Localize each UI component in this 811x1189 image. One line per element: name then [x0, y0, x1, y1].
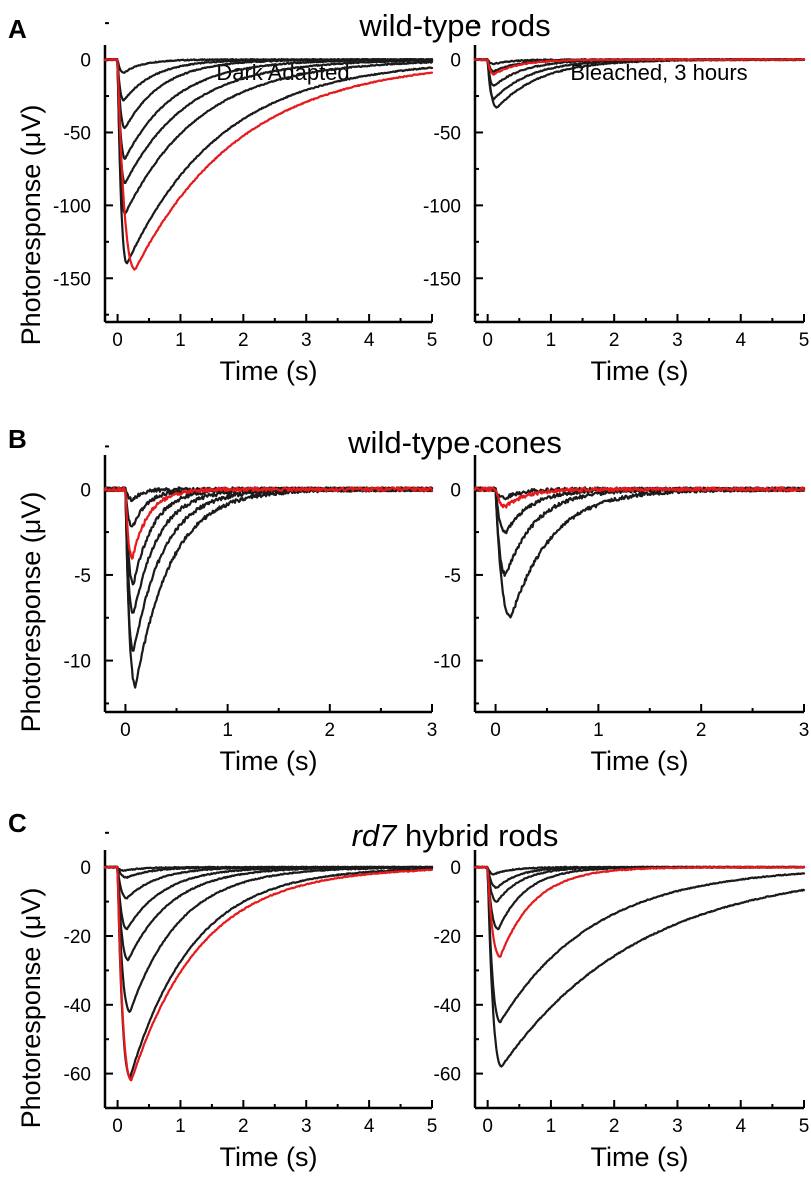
chart-1-0-x-tick-label: 1 — [222, 720, 233, 741]
chart-2-0-y-tick-label: -40 — [64, 996, 91, 1017]
row-title-a: wild-type rods — [358, 8, 550, 43]
y-axis-title-a: Photoresponse (μV) — [16, 105, 46, 346]
chart-2-0: 0 1 2 3 4 5 0 -20 -40 -60 Time (s) — [64, 831, 438, 1172]
chart-1-1-trace-4 — [473, 486, 806, 619]
panel-letter-b: B — [8, 424, 27, 454]
chart-1-1-trace-3 — [473, 486, 806, 577]
chart-1-1-x-axis-title: Time (s) — [591, 746, 689, 776]
chart-1-1-y-tick-label: -5 — [444, 566, 461, 587]
y-axis-title-c: Photoresponse (μV) — [16, 888, 46, 1129]
chart-0-0-trace-4 — [103, 57, 434, 184]
chart-0-0-trace-5 — [103, 57, 434, 215]
chart-0-0-trace-3 — [103, 58, 434, 160]
chart-2-1-x-tick-label: 0 — [482, 1116, 493, 1137]
chart-2-0-x-tick-label: 1 — [175, 1116, 186, 1137]
chart-0-0-x-tick-label: 0 — [112, 330, 123, 351]
chart-2-1-x-tick-label: 4 — [735, 1116, 746, 1137]
chart-0-1-x-tick-label: 1 — [546, 330, 557, 351]
chart-2-0-trace-6 — [103, 865, 434, 1079]
chart-2-0-x-axis-title: Time (s) — [220, 1142, 318, 1172]
chart-2-1-x-tick-label: 5 — [799, 1116, 810, 1137]
chart-1-1-x-tick-label: 2 — [696, 720, 707, 741]
chart-0-0-y-tick-label: -100 — [53, 196, 91, 217]
chart-1-0: 0 1 2 3 0 -5 -10 Time (s) — [64, 445, 438, 776]
chart-0-1-y-tick-label: 0 — [450, 51, 461, 72]
chart-0-0-trace-6 — [103, 57, 434, 265]
chart-1-0-trace-2 — [103, 486, 434, 560]
chart-0-0-trace-7 — [103, 57, 434, 271]
chart-2-0-y-tick-label: -60 — [64, 1065, 91, 1086]
panel-letter-a: A — [8, 14, 27, 44]
chart-0-0-y-tick-label: 0 — [80, 51, 91, 72]
chart-2-0-x-tick-label: 4 — [364, 1116, 375, 1137]
chart-2-1-trace-3 — [473, 865, 806, 931]
chart-0-0-y-tick-label: -50 — [64, 123, 91, 144]
chart-0-1-x-tick-label: 0 — [482, 330, 493, 351]
chart-2-0-x-tick-label: 3 — [301, 1116, 312, 1137]
chart-2-0-trace-7 — [103, 865, 434, 1082]
chart-2-1-y-tick-label: 0 — [450, 858, 461, 879]
chart-1-1-x-tick-label: 0 — [490, 720, 501, 741]
row-title-c-rest: hybrid rods — [396, 818, 558, 853]
chart-0-1-y-tick-label: -150 — [423, 269, 461, 290]
chart-2-1-y-tick-label: -40 — [434, 996, 461, 1017]
chart-1-0-trace-6 — [103, 486, 434, 689]
chart-2-0-y-tick-label: -20 — [64, 927, 91, 948]
chart-1-1-y-tick-label: 0 — [450, 480, 461, 501]
chart-2-0-x-tick-label: 0 — [112, 1116, 123, 1137]
chart-2-1-x-tick-label: 1 — [546, 1116, 557, 1137]
chart-2-0-trace-4 — [103, 865, 434, 962]
chart-0-1-x-tick-label: 3 — [672, 330, 683, 351]
chart-0-0: 0 1 2 3 4 5 0 -50 -100 -150 Time (s) — [53, 22, 438, 386]
chart-0-1-x-tick-label: 4 — [735, 330, 746, 351]
chart-2-1-x-tick-label: 3 — [672, 1116, 683, 1137]
chart-2-0-y-tick-label: 0 — [80, 858, 91, 879]
chart-1-1: 0 1 2 3 0 -5 -10 Time (s) — [434, 445, 810, 776]
chart-1-0-x-axis-title: Time (s) — [220, 746, 318, 776]
chart-2-1-x-tick-label: 2 — [609, 1116, 620, 1137]
chart-0-1-trace-2 — [473, 57, 806, 76]
row-title-c-italic: rd7 — [352, 818, 399, 853]
chart-2-0-trace-5 — [103, 865, 434, 1013]
chart-2-1-x-axis-title: Time (s) — [591, 1142, 689, 1172]
chart-2-1-y-tick-label: -60 — [434, 1065, 461, 1086]
chart-1-0-y-tick-label: -5 — [74, 566, 91, 587]
chart-1-1-x-tick-label: 1 — [593, 720, 604, 741]
chart-0-0-x-tick-label: 5 — [427, 330, 438, 351]
chart-2-1-y-tick-label: -20 — [434, 927, 461, 948]
chart-2-0-x-tick-label: 2 — [238, 1116, 249, 1137]
chart-0-0-x-tick-label: 2 — [238, 330, 249, 351]
row-title-c: rd7 hybrid rods — [352, 818, 559, 853]
chart-2-1: 0 1 2 3 4 5 0 -20 -40 -60 Time (s) — [434, 831, 810, 1172]
chart-0-1-y-tick-label: -50 — [434, 123, 461, 144]
chart-0-0-x-tick-label: 3 — [301, 330, 312, 351]
chart-1-1-trace-1 — [473, 486, 806, 509]
chart-2-0-x-tick-label: 5 — [427, 1116, 438, 1137]
chart-1-0-y-tick-label: -10 — [64, 652, 91, 673]
chart-1-0-x-tick-label: 2 — [325, 720, 336, 741]
chart-2-1-trace-5 — [473, 865, 806, 1024]
chart-1-1-x-tick-label: 3 — [799, 720, 810, 741]
chart-1-0-x-tick-label: 3 — [427, 720, 438, 741]
chart-0-0-x-tick-label: 1 — [175, 330, 186, 351]
chart-0-1-x-tick-label: 2 — [609, 330, 620, 351]
chart-1-0-trace-5 — [103, 486, 434, 652]
chart-2-1-trace-4 — [473, 865, 806, 958]
chart-2-1-trace-6 — [473, 865, 806, 1068]
chart-0-0-y-tick-label: -150 — [53, 269, 91, 290]
chart-0-1-x-tick-label: 5 — [799, 330, 810, 351]
y-axis-title-b: Photoresponse (μV) — [16, 492, 46, 733]
chart-1-0-x-tick-label: 0 — [120, 720, 131, 741]
chart-1-1-y-tick-label: -10 — [434, 652, 461, 673]
panel-letter-c: C — [8, 808, 27, 838]
chart-0-1-x-axis-title: Time (s) — [591, 356, 689, 386]
chart-0-1-y-tick-label: -100 — [423, 196, 461, 217]
chart-0-0-x-tick-label: 4 — [364, 330, 375, 351]
chart-0-0-x-axis-title: Time (s) — [220, 356, 318, 386]
chart-1-0-y-tick-label: 0 — [80, 480, 91, 501]
row-title-b: wild-type cones — [347, 425, 562, 460]
chart-0-1: 0 1 2 3 4 5 0 -50 -100 -150 Time (s) — [423, 22, 810, 386]
